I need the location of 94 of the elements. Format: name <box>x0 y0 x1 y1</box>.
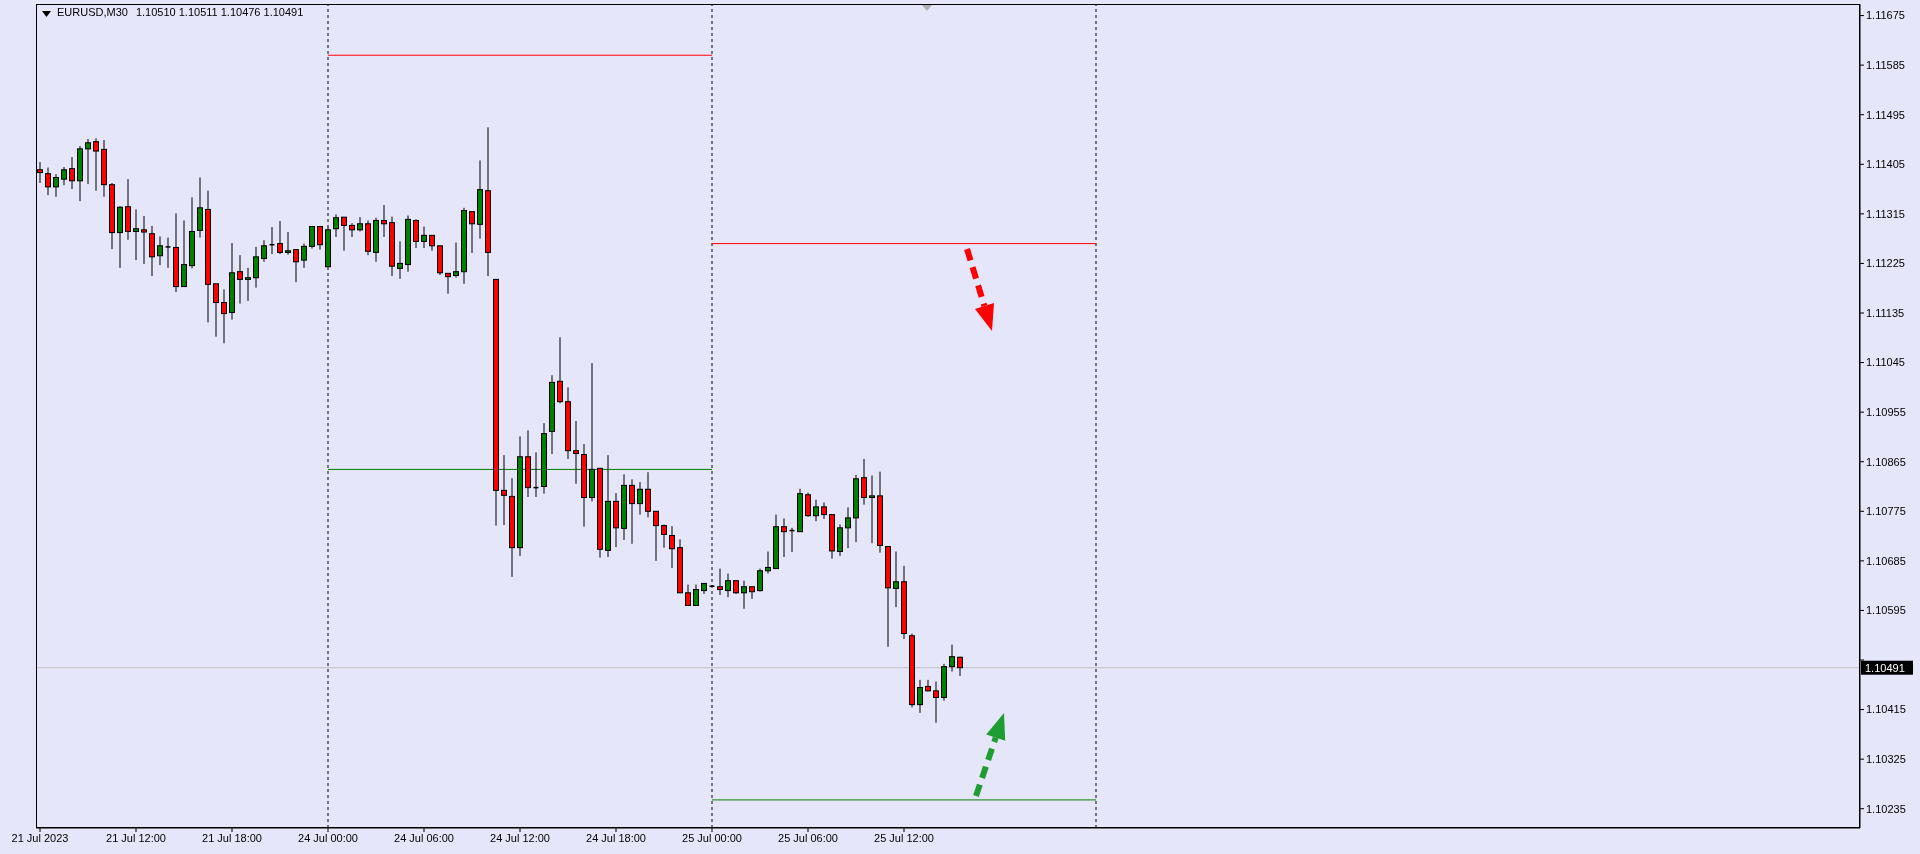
candlestick <box>725 573 731 598</box>
candlestick <box>309 226 315 250</box>
y-tick-label: 1.10325 <box>1866 753 1906 766</box>
candlestick <box>221 288 227 344</box>
candlestick <box>741 580 747 610</box>
candlestick <box>421 226 427 249</box>
candlestick <box>949 644 955 673</box>
candlestick <box>837 524 843 557</box>
candlestick <box>85 138 91 185</box>
candlestick <box>381 204 387 238</box>
candlestick <box>917 679 923 714</box>
candlestick <box>157 235 163 266</box>
y-tick-label: 1.11045 <box>1866 356 1905 369</box>
candlestick <box>629 478 635 545</box>
x-tick-label: 21 Jul 2023 <box>11 831 69 844</box>
candlestick <box>237 254 243 305</box>
candlestick <box>805 492 811 518</box>
x-tick-label: 25 Jul 12:00 <box>874 831 934 844</box>
candlestick <box>357 216 363 232</box>
ref-line-label: 1.10491 <box>1865 661 1905 674</box>
x-tick-label: 24 Jul 12:00 <box>490 831 550 844</box>
candlestick <box>149 225 155 277</box>
candlestick <box>261 239 267 263</box>
x-tick-label: 21 Jul 12:00 <box>106 831 166 844</box>
y-tick-label: 1.11315 <box>1866 207 1905 220</box>
y-tick-label: 1.10415 <box>1866 703 1906 716</box>
candlestick <box>93 137 99 192</box>
candlestick <box>813 499 819 522</box>
candlestick <box>757 568 763 593</box>
x-tick-label: 24 Jul 18:00 <box>586 831 646 844</box>
candlestick <box>573 420 579 485</box>
y-tick-label: 1.11135 <box>1866 306 1905 319</box>
candlestick <box>685 584 691 606</box>
y-tick-label: 1.10955 <box>1866 406 1906 419</box>
x-tick-label: 25 Jul 06:00 <box>778 831 838 844</box>
candlestick <box>293 249 299 283</box>
candlestick <box>781 517 787 558</box>
candlestick <box>821 501 827 520</box>
candlestick <box>164 237 172 269</box>
candlestick <box>893 551 899 608</box>
candlestick <box>301 243 307 269</box>
candlestick <box>245 267 251 302</box>
y-tick-label: 1.11225 <box>1866 257 1905 270</box>
candlestick <box>749 586 755 600</box>
candlestick <box>453 242 459 279</box>
candlestick <box>317 226 323 251</box>
candlestick <box>933 680 939 724</box>
candlestick <box>445 272 451 295</box>
y-tick-label: 1.10775 <box>1866 505 1906 518</box>
candlestick <box>765 551 771 575</box>
candlestick <box>213 283 219 338</box>
candlestick <box>333 213 339 238</box>
candlestick <box>253 246 259 289</box>
candlestick <box>45 167 51 196</box>
candlestick <box>133 208 139 261</box>
x-tick-label: 24 Jul 00:00 <box>298 831 358 844</box>
y-tick-label: 1.10595 <box>1866 604 1906 617</box>
candlestick <box>861 458 867 506</box>
candlestick <box>349 222 355 238</box>
candlestick <box>61 166 67 186</box>
y-tick-label: 1.11675 <box>1866 9 1905 22</box>
candlestick <box>925 679 931 692</box>
chart-subtitle: 1.10510 1.10511 1.10476 1.10491 <box>135 6 304 18</box>
candlestick <box>845 506 851 549</box>
y-tick-label: 1.10685 <box>1866 554 1906 567</box>
y-tick-label: 1.10235 <box>1866 802 1906 815</box>
candlestick <box>669 525 675 569</box>
candlestick <box>717 568 723 596</box>
y-tick-label: 1.10865 <box>1866 455 1906 468</box>
y-tick-label: 1.11405 <box>1866 158 1905 171</box>
chart-title: EURUSD,M30 <box>57 6 128 18</box>
candlestick <box>869 474 875 544</box>
candlestick <box>141 215 147 265</box>
x-tick-label: 21 Jul 18:00 <box>202 831 262 844</box>
candlestick <box>69 156 75 190</box>
candlestick <box>645 471 651 518</box>
candlestick <box>413 218 419 249</box>
candlestick <box>285 231 291 256</box>
candlestick <box>341 216 347 252</box>
y-tick-label: 1.11495 <box>1866 108 1905 121</box>
candlestick <box>501 454 507 526</box>
candlestick <box>653 510 659 562</box>
candlestick <box>53 173 59 198</box>
candlestick <box>693 584 699 606</box>
candlestick <box>469 211 475 254</box>
candlestick <box>197 177 203 239</box>
candlestick <box>637 481 643 516</box>
candlestick <box>181 219 187 288</box>
candlestick <box>397 240 403 280</box>
y-tick-label: 1.11585 <box>1866 59 1905 72</box>
candlestick <box>557 336 563 404</box>
x-tick-label: 24 Jul 06:00 <box>394 831 454 844</box>
candlestick <box>277 220 283 255</box>
x-tick-label: 25 Jul 00:00 <box>682 831 742 844</box>
